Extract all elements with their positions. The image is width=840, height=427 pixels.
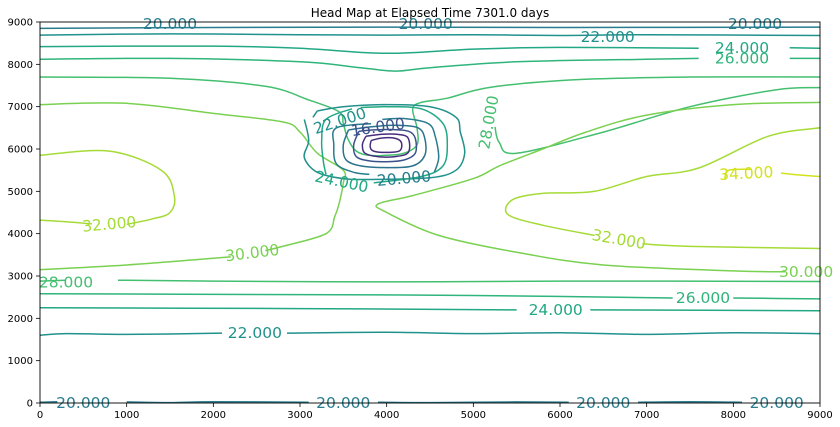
contour-line-20-25: [39, 400, 58, 403]
x-tick-label-1: 1000: [114, 410, 139, 421]
y-tick-label-8: 8000: [8, 60, 33, 71]
contour-line-24-31: [360, 105, 449, 184]
contour-label-2: 20.000: [728, 15, 782, 33]
x-tick-label-7: 7000: [634, 410, 659, 421]
y-tick-label-5: 5000: [8, 187, 33, 198]
contour-line-30-10: [375, 101, 821, 273]
contour-line-24-30: [320, 108, 353, 175]
contour-line-24-22: [590, 309, 821, 312]
contour-labels: 20.000 20.000 20.00022.00024.00026.00028.0…: [39, 15, 833, 412]
contour-line-32-11: [39, 149, 176, 226]
contour-line-26-4: [39, 57, 699, 72]
chart-title: Head Map at Elapsed Time 7301.0 days: [311, 6, 549, 20]
y-tick-label-9: 9000: [8, 18, 33, 29]
x-tick-label-6: 6000: [547, 410, 572, 421]
y-tick-label-7: 7000: [8, 102, 33, 113]
contour-label-15: 30.000: [779, 263, 833, 281]
y-tick-label-4: 4000: [8, 229, 33, 240]
contour-line-24-2: [39, 45, 699, 55]
contour-line-22-1: [39, 33, 821, 37]
contour-label-14: 30.000: [224, 241, 280, 265]
contour-label-16: 28.000: [39, 273, 93, 291]
contour-label-19: 22.000: [228, 324, 282, 342]
contour-line-26-19: [39, 293, 673, 299]
contour-line-28-18: [117, 279, 821, 283]
contour-line-24-21: [39, 307, 517, 311]
contour-label-10: 20.000: [376, 167, 432, 190]
y-axis: 0 1000 2000 3000 4000 5000 6000 7000 8000 9000: [8, 18, 40, 410]
contour-line-26-20: [733, 297, 821, 300]
contour-label-12: 32.000: [81, 213, 137, 236]
contour-line-20-26: [126, 400, 309, 404]
contour-label-4: 24.000: [715, 39, 769, 57]
y-tick-label-1: 1000: [8, 356, 33, 367]
contour-line-28-17: [39, 279, 67, 282]
x-axis: 0 1000 2000 3000 4000 5000 6000 7000 8000 9000: [37, 403, 833, 421]
contour-line-22-23: [39, 332, 223, 337]
contour-line-20-27: [377, 401, 569, 404]
contour-line-14-38: [369, 136, 403, 154]
contour-line-28-7: [494, 86, 821, 155]
contour-line-32-12: [39, 219, 93, 225]
contour-line-22-32: [312, 110, 318, 118]
x-tick-label-3: 3000: [287, 410, 312, 421]
y-tick-label-6: 6000: [8, 145, 33, 156]
contour-line-20-34: [382, 117, 440, 173]
x-tick-label-5: 5000: [461, 410, 486, 421]
x-tick-label-8: 8000: [721, 410, 746, 421]
y-tick-label-3: 3000: [8, 272, 33, 283]
contour-label-13: 32.000: [591, 226, 648, 253]
y-tick-label-0: 0: [27, 399, 33, 410]
x-tick-label-9: 9000: [807, 410, 832, 421]
contour-line-30-9: [39, 256, 231, 271]
contour-line-34-15: [723, 168, 751, 179]
contour-line-34-16: [780, 172, 821, 178]
contour-label-5: 26.000: [715, 49, 769, 67]
contour-line-14-37: [361, 133, 411, 158]
contour-line-32-14: [642, 243, 821, 250]
contour-line-22-24: [286, 331, 821, 336]
contour-label-17: 26.000: [676, 289, 730, 307]
contour-label-3: 22.000: [581, 28, 635, 46]
contour-label-1: 20.000: [399, 15, 453, 33]
contour-line-16-36: [352, 128, 418, 163]
contour-line-28-6: [39, 76, 821, 157]
contour-label-18: 24.000: [529, 301, 583, 319]
x-tick-label-2: 2000: [201, 410, 226, 421]
y-tick-label-2: 2000: [8, 314, 33, 325]
contour-line-20-0: [39, 26, 821, 30]
contour-label-0: 20.000: [143, 15, 197, 33]
contour-line-20-28: [637, 400, 743, 403]
contour-line-32-13: [504, 127, 821, 237]
contour-line-20-33: [332, 122, 372, 176]
x-tick-label-4: 4000: [374, 410, 399, 421]
x-tick-label-0: 0: [37, 410, 43, 421]
contour-line-22-29: [303, 103, 466, 181]
contour-line-18-35: [342, 124, 427, 169]
contour-lines: [39, 26, 821, 404]
contour-label-11: 34.000: [719, 163, 774, 184]
plot-area: [39, 21, 821, 404]
